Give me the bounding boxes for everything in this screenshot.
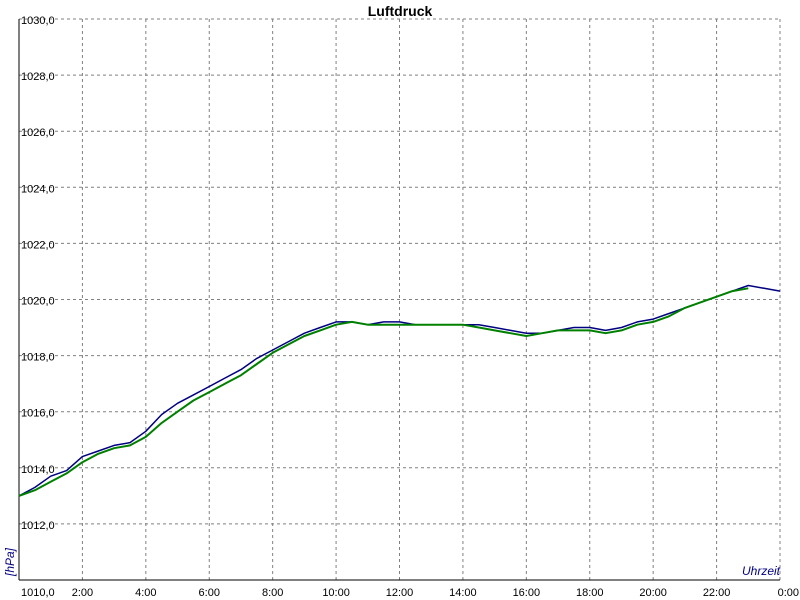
x-tick-label: 8:00 <box>262 587 283 599</box>
series-lines <box>18 284 781 497</box>
y-tick-label: 1016,0 <box>21 408 55 420</box>
series-line-1 <box>18 284 781 497</box>
y-tick-label: 1022,0 <box>21 239 55 251</box>
x-tick-label: 20:00 <box>639 587 667 599</box>
series-line-2 <box>18 287 749 497</box>
y-tick-labels: 1010,0 1012,0 1014,0 1016,0 1018,0 1020,0 1022… <box>21 15 55 599</box>
x-tick-label: 14:00 <box>449 587 477 599</box>
y-tick-label: 1030,0 <box>21 15 55 27</box>
x-tick-label: 16:00 <box>513 587 541 599</box>
x-tick-label: 6:00 <box>199 587 220 599</box>
x-tick-label: 10:00 <box>322 587 350 599</box>
x-tick-label: 2:00 <box>72 587 93 599</box>
y-tick-label: 1018,0 <box>21 352 55 364</box>
y-tick-label: 1020,0 <box>21 296 55 308</box>
x-axis-label: Uhrzeit <box>742 564 781 578</box>
y-tick-label: 1026,0 <box>21 127 55 139</box>
x-tick-label: 4:00 <box>135 587 156 599</box>
y-tick-label: 1010,0 <box>21 587 55 599</box>
y-tick-label: 1024,0 <box>21 183 55 195</box>
x-tick-label: 22:00 <box>703 587 731 599</box>
y-tick-label: 1014,0 <box>21 464 55 476</box>
y-tick-label: 1028,0 <box>21 71 55 83</box>
x-tick-label: 18:00 <box>576 587 604 599</box>
y-axis-label: [hPa] <box>3 547 17 577</box>
chart-title: Luftdruck <box>368 3 433 19</box>
grid <box>19 18 781 580</box>
x-tick-label: 0:00 <box>778 587 799 599</box>
y-tick-label: 1012,0 <box>21 520 55 532</box>
x-tick-labels: 2:00 4:00 6:00 8:00 10:00 12:00 14:00 16:00 18:0… <box>72 587 799 599</box>
x-tick-label: 12:00 <box>386 587 414 599</box>
